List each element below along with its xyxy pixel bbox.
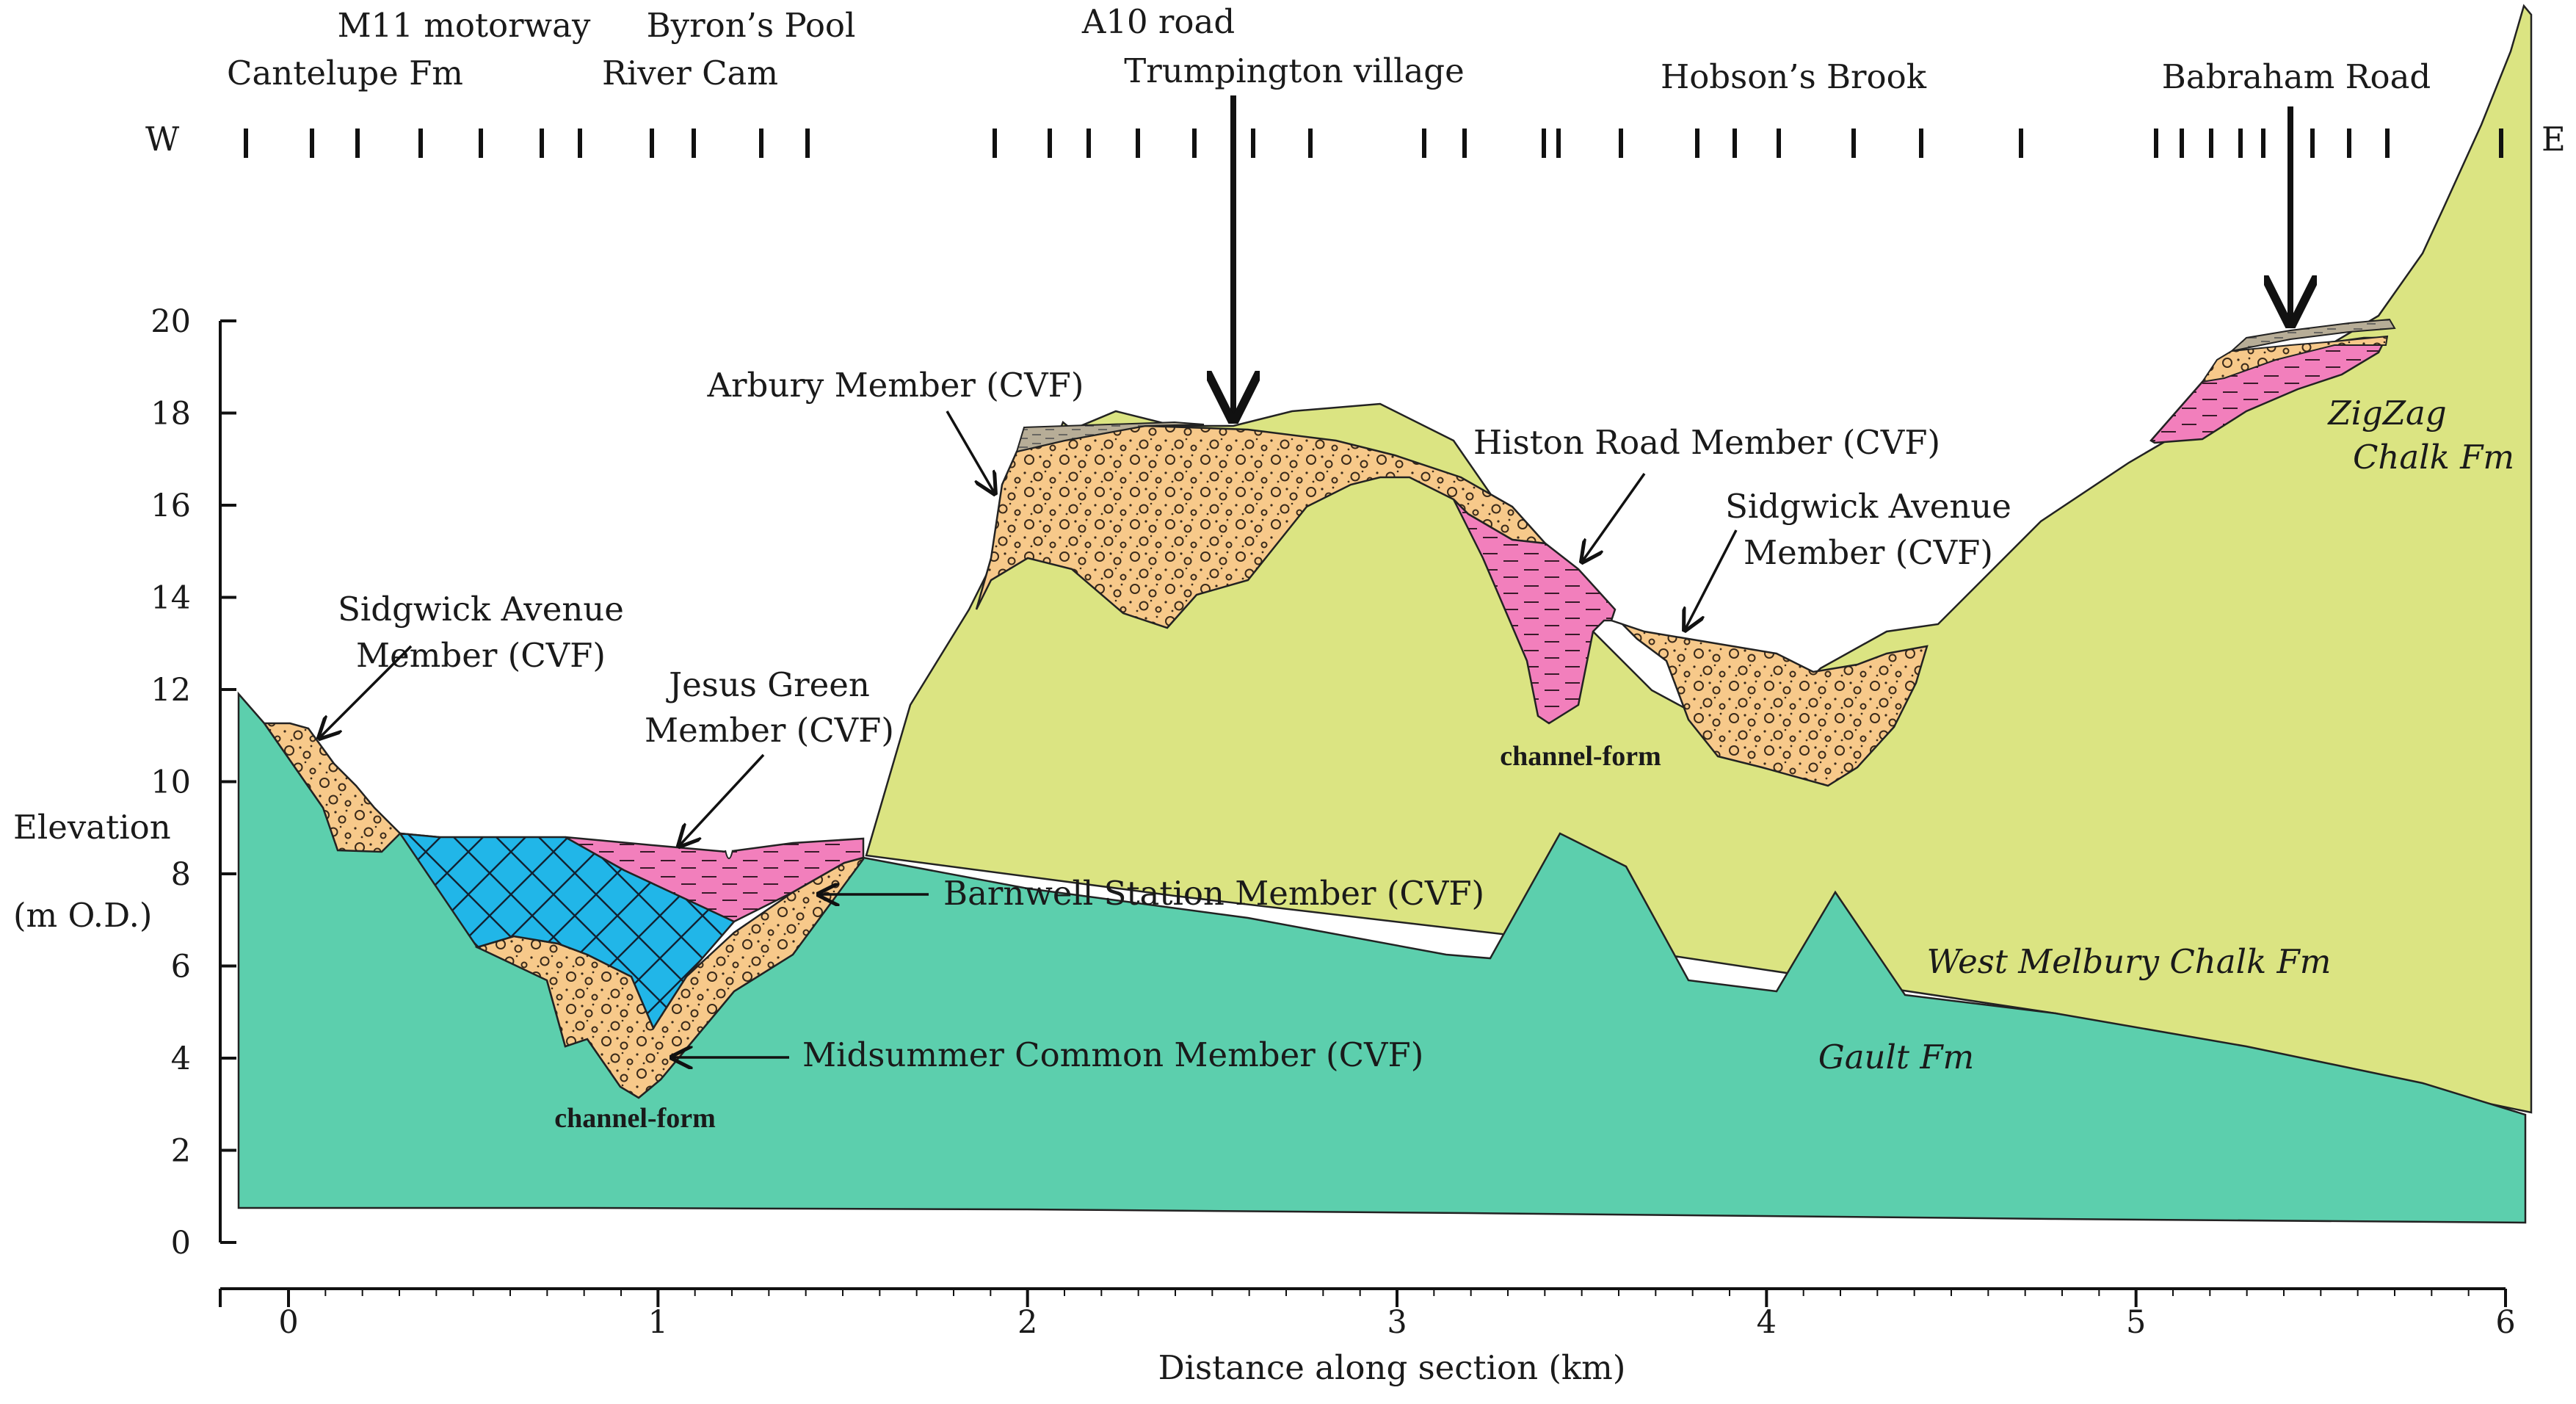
y-axis-label-line1: Elevation xyxy=(13,808,171,847)
label-m11-motorway: M11 motorway xyxy=(338,6,591,45)
west-label: W xyxy=(145,120,180,159)
zigzag-label-1: ZigZag xyxy=(2326,394,2446,433)
jesus-green-label-1: Jesus Green xyxy=(666,665,870,704)
y-tick-label: 6 xyxy=(171,949,191,985)
jesus-green-label-2: Member (CVF) xyxy=(645,711,894,750)
y-tick-label: 4 xyxy=(171,1041,191,1077)
label-a10-road: A10 road xyxy=(1081,2,1235,41)
y-axis-ticks: 0 2 4 6 8 10 12 14 16 18 20 xyxy=(150,303,236,1262)
y-tick-label: 8 xyxy=(171,856,191,893)
sidgwick-west-arrow xyxy=(319,645,413,738)
channel-form-label-west: channel-form xyxy=(554,1103,716,1134)
label-byrons-pool: Byron’s Pool xyxy=(647,6,856,45)
y-tick-label: 20 xyxy=(150,303,191,340)
barnwell-label: Barnwell Station Member (CVF) xyxy=(943,874,1484,913)
y-tick-label: 10 xyxy=(150,764,191,801)
label-hobsons-brook: Hobson’s Brook xyxy=(1661,57,1927,96)
arbury-label: Arbury Member (CVF) xyxy=(707,366,1084,405)
label-babraham-road: Babraham Road xyxy=(2162,57,2431,96)
west-melbury-label: West Melbury Chalk Fm xyxy=(1927,942,2332,981)
y-axis-label-line2: (m O.D.) xyxy=(13,896,152,935)
y-tick-label: 18 xyxy=(150,396,191,433)
jesus-green-arrow xyxy=(679,753,765,846)
label-cantelupe-fm: Cantelupe Fm xyxy=(227,54,463,93)
x-tick-label: 1 xyxy=(648,1304,668,1341)
x-tick-label: 4 xyxy=(1757,1304,1777,1341)
arbury-arrow xyxy=(946,410,995,493)
x-tick-label: 6 xyxy=(2495,1304,2515,1341)
jesus-green-pink xyxy=(565,836,865,923)
borehole-ticks xyxy=(244,129,2503,158)
histon-road-pink xyxy=(1452,499,1617,725)
y-tick-label: 2 xyxy=(171,1133,191,1170)
x-tick-label: 5 xyxy=(2126,1304,2146,1341)
label-trumpington-village: Trumpington village xyxy=(1124,51,1465,90)
channel-form-label-east: channel-form xyxy=(1500,741,1661,772)
y-tick-label: 16 xyxy=(150,488,191,524)
gault-label: Gault Fm xyxy=(1818,1038,1974,1076)
chalk-layer xyxy=(865,4,2533,1114)
sidgwick-west-label-2: Member (CVF) xyxy=(356,636,606,675)
y-tick-label: 12 xyxy=(150,672,191,709)
histon-road-label: Histon Road Member (CVF) xyxy=(1473,423,1940,462)
babraham-gravel xyxy=(2200,335,2389,383)
zigzag-label-2: Chalk Fm xyxy=(2353,438,2514,477)
arbury-grey-cap xyxy=(1015,421,1205,453)
y-tick-label: 14 xyxy=(150,580,191,617)
sidgwick-west-gravel xyxy=(262,722,402,853)
x-tick-label: 3 xyxy=(1387,1304,1407,1341)
sidgwick-east-label-1: Sidgwick Avenue xyxy=(1725,487,2011,526)
sidgwick-east-label-2: Member (CVF) xyxy=(1744,533,1993,572)
sidgwick-east-gravel xyxy=(1611,619,1929,787)
sidgwick-east-arrow xyxy=(1685,529,1738,630)
babraham-grey-cap xyxy=(2229,318,2396,352)
jesus-green-notch xyxy=(725,850,733,859)
x-tick-label: 2 xyxy=(1017,1304,1037,1341)
y-tick-label: 0 xyxy=(171,1225,191,1262)
x-tick-label: 0 xyxy=(278,1304,298,1341)
sidgwick-west-label-1: Sidgwick Avenue xyxy=(338,590,624,629)
midsummer-label: Midsummer Common Member (CVF) xyxy=(802,1035,1423,1074)
label-river-cam: River Cam xyxy=(602,54,778,93)
histon-road-arrow xyxy=(1582,472,1646,562)
x-axis-ticks: 0 1 2 3 4 5 6 xyxy=(219,1289,2516,1341)
x-axis-label: Distance along section (km) xyxy=(1158,1348,1626,1387)
east-label: E xyxy=(2541,120,2566,159)
